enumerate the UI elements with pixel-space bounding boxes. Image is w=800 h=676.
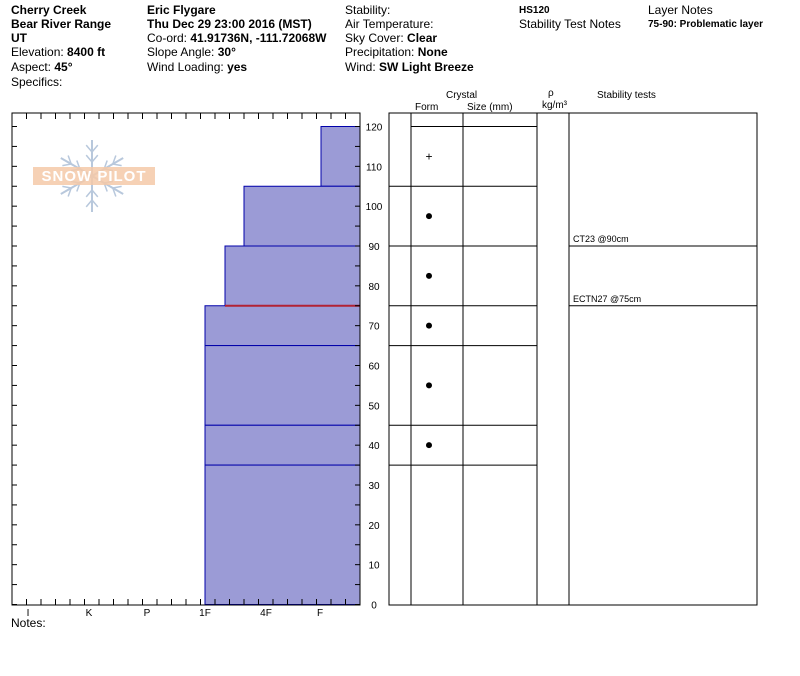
hardness-label: I [27,608,30,619]
density-symbol: ρ [548,88,554,99]
datetime: Thu Dec 29 23:00 2016 (MST) [147,17,312,31]
grain-form-symbol [426,213,432,220]
snowpilot-logo: SNOW PILOT [42,168,147,185]
snowflake-branch [91,144,99,153]
height-label: 10 [368,561,380,572]
state: UT [11,31,27,45]
wind-loading: Wind Loading: yes [147,60,248,74]
snowflake-branch [112,187,117,197]
elevation: Elevation: 8400 ft [11,45,106,59]
height-label: 60 [368,362,380,373]
snowflake-branch [91,199,99,208]
grain-form-symbol [426,442,432,449]
stability: Stability: [345,3,391,17]
snowflake-branch [85,199,93,208]
snowflake-branch [112,155,117,165]
hardness-label: 1F [199,608,211,619]
grain-form-symbol [426,322,432,329]
height-label: 30 [368,481,380,492]
notes-label: Notes: [11,616,46,630]
crystal-header: Crystal [446,90,478,101]
height-label: 0 [371,601,377,612]
aspect: Aspect: 45° [11,60,73,74]
stability-test-label: CT23 @90cm [573,234,629,244]
grain-form-symbol [426,272,432,279]
location: Cherry Creek [11,3,87,17]
layer-notes-title: Layer Notes [648,3,713,17]
stability-test-notes-title: Stability Test Notes [519,17,621,31]
stability-test-label: ECTN27 @75cm [573,294,641,304]
height-label: 80 [368,282,380,293]
snowflake-branch [62,185,72,189]
grain-form-symbol: + [425,149,432,163]
air-temperature: Air Temperature: [345,17,434,31]
slope-angle: Slope Angle: 30° [147,45,236,59]
hardness-layer [243,185,361,247]
hardness-label: K [86,608,93,619]
hardness-layer [204,345,361,426]
hardness-layer [204,305,361,347]
hardness-layer [320,126,361,187]
hardness-layer [204,464,361,606]
hardness-layer [204,424,361,466]
height-label: 120 [366,123,383,134]
snowflake-branch [112,185,122,189]
precipitation: Precipitation: None [345,45,448,59]
coordinates: Co-ord: 41.91736N, -111.72068W [147,31,327,45]
height-label: 40 [368,441,380,452]
profile-table-frame [388,112,758,606]
snowflake-branch [67,155,72,165]
range: Bear River Range [11,17,112,31]
snowflake-branch [91,154,99,163]
snowflake-branch [112,163,122,167]
hardness-label: 4F [260,608,272,619]
logo-band [33,167,155,185]
height-label: 50 [368,401,380,412]
height-label: 70 [368,322,380,333]
hardness-layer [224,245,361,307]
snowflake-branch [85,189,93,198]
height-label: 20 [368,521,380,532]
sky-cover: Sky Cover: Clear [345,31,438,45]
snowflake-branch [85,144,93,153]
stability-tests-header: Stability tests [597,90,656,101]
height-label: 100 [366,202,383,213]
density-unit: kg/m³ [542,100,567,111]
snowflake-branch [67,187,72,197]
hardness-label: P [144,608,151,619]
grain-form-symbol [426,382,432,389]
specifics: Specifics: [11,75,63,89]
observer: Eric Flygare [147,3,216,17]
size-header: Size (mm) [467,102,513,113]
snowflake-branch [62,163,72,167]
snowflake-branch [91,189,99,198]
height-label: 110 [366,162,382,173]
height-label: 90 [368,242,380,253]
hardness-label: F [317,608,323,619]
wind: Wind: SW Light Breeze [345,60,474,74]
form-header: Form [415,102,439,113]
total-snow-height: HS120 [519,5,550,16]
layer-note: 75-90: Problematic layer [648,19,764,30]
snowflake-branch [85,154,93,163]
